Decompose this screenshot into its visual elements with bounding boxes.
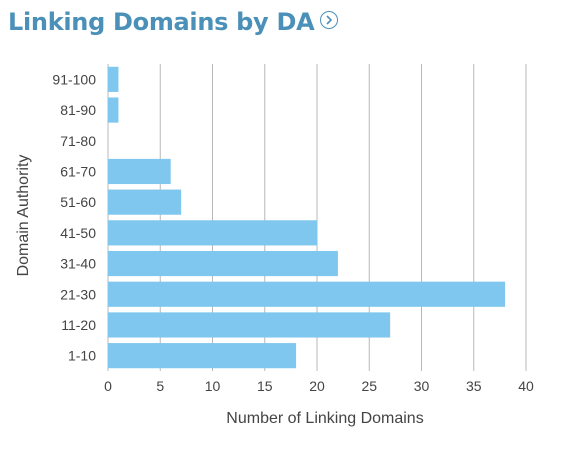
chevron-right-circle-icon[interactable] — [320, 11, 339, 29]
x-axis-title: Number of Linking Domains — [226, 410, 423, 427]
bar — [108, 220, 317, 246]
chart-title: Linking Domains by DA — [8, 8, 315, 36]
chart-header: Linking Domains by DA — [8, 8, 339, 36]
bar — [108, 343, 297, 369]
y-tick-label: 61-70 — [60, 163, 96, 179]
x-tick-label: 35 — [466, 378, 482, 394]
bar — [108, 189, 182, 215]
x-tick-label: 40 — [518, 378, 534, 394]
bar — [108, 250, 338, 277]
bar — [108, 66, 119, 92]
y-tick-label: 91-100 — [52, 71, 96, 87]
x-tick-label: 10 — [205, 378, 221, 394]
x-tick-label: 25 — [361, 378, 377, 394]
y-tick-label: 81-90 — [60, 102, 96, 118]
x-tick-label: 0 — [104, 378, 112, 394]
bar — [108, 312, 391, 338]
x-tick-label: 15 — [257, 378, 273, 394]
y-tick-label: 11-20 — [61, 317, 96, 333]
x-tick-label: 5 — [156, 378, 164, 394]
bar — [108, 97, 119, 123]
x-tick-label: 20 — [309, 378, 325, 394]
y-tick-label: 51-60 — [60, 194, 96, 210]
bar — [108, 281, 506, 307]
y-tick-label: 41-50 — [60, 225, 96, 241]
y-tick-label: 1-10 — [68, 348, 96, 364]
y-tick-label: 31-40 — [60, 256, 96, 272]
bar — [108, 158, 171, 185]
y-axis-title: Domain Authority — [15, 155, 32, 277]
y-tick-label: 21-30 — [60, 286, 96, 302]
y-tick-label: 71-80 — [60, 133, 96, 149]
x-tick-label: 30 — [414, 378, 430, 394]
